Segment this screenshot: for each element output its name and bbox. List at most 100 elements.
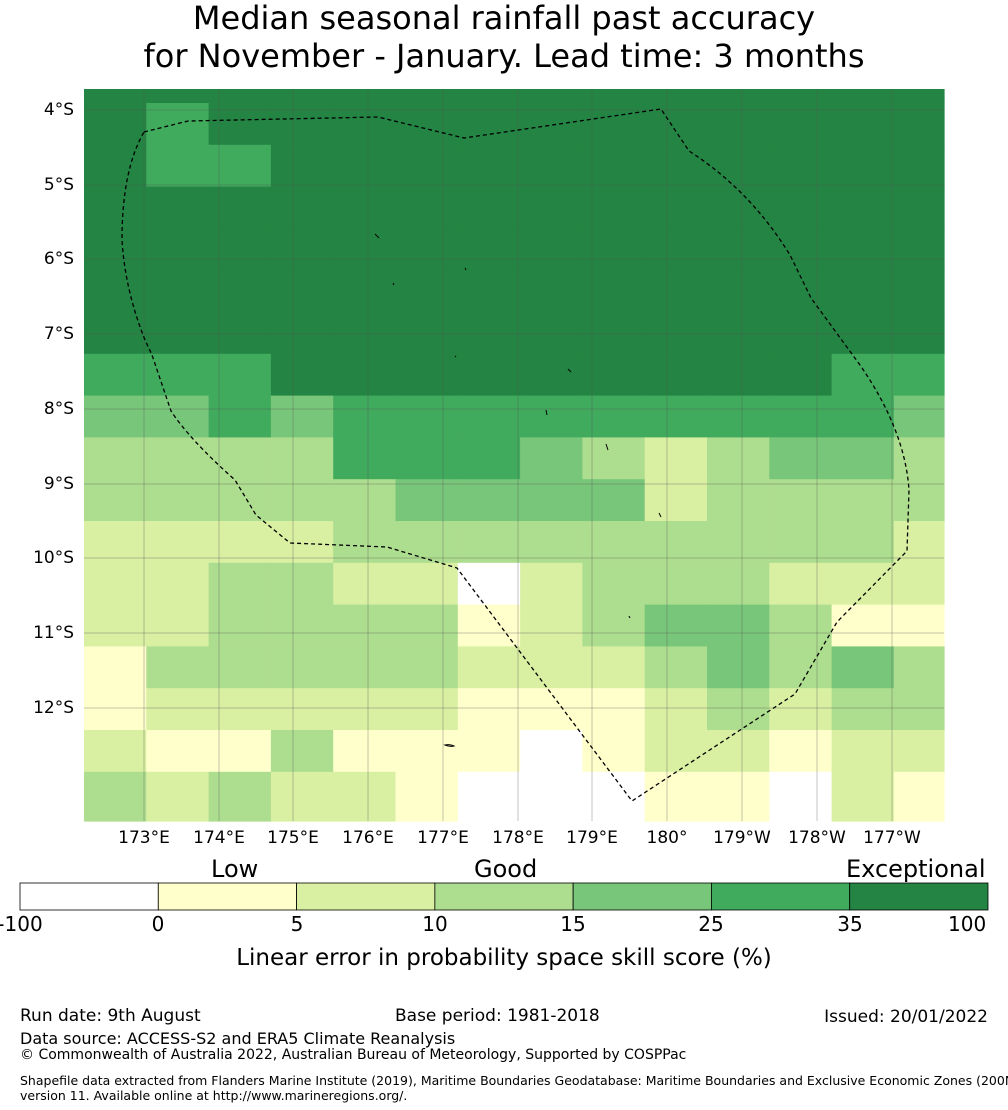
- grid-cell: [769, 395, 833, 438]
- grid-cell: [831, 562, 895, 606]
- grid-cell: [831, 103, 895, 146]
- grid-cell: [520, 228, 583, 271]
- grid-cell: [208, 312, 272, 355]
- grid-cell: [893, 228, 945, 271]
- colorbar-tick-label: 10: [422, 912, 448, 936]
- grid-cell: [333, 270, 397, 313]
- grid-cell: [893, 353, 945, 397]
- grid-cell: [208, 604, 272, 647]
- grid-cell: [395, 312, 459, 355]
- copyright-notice: © Commonwealth of Australia 2022, Austra…: [20, 1047, 687, 1063]
- grid-cell: [333, 646, 397, 689]
- grid-cell: [84, 395, 147, 438]
- run-date: Run date: 9th August: [20, 1006, 201, 1026]
- grid-cell: [270, 646, 334, 689]
- grid-cell: [333, 89, 397, 104]
- grid-cell: [208, 353, 272, 397]
- grid-cell: [707, 521, 770, 564]
- colorbar-tick-label: -100: [0, 912, 43, 936]
- grid-cell: [644, 437, 708, 480]
- grid-cell: [831, 437, 895, 480]
- grid-cell: [831, 688, 895, 731]
- legend-category-low: Low: [211, 855, 259, 883]
- grid-cell: [457, 270, 521, 313]
- grid-cell: [520, 562, 583, 606]
- grid-cell: [333, 395, 397, 438]
- colorbar-tick-label: 5: [290, 912, 304, 936]
- grid-cell: [208, 228, 272, 271]
- grid-cell: [831, 186, 895, 229]
- grid-cell: [769, 604, 833, 647]
- latitude-label: 5°S: [43, 175, 74, 195]
- island: [392, 282, 395, 286]
- grid-cell: [457, 730, 521, 773]
- colorbar-tick-label: 35: [837, 912, 863, 936]
- grid-cell: [84, 604, 147, 647]
- colorbar-segment: [572, 882, 712, 911]
- grid-cell: [831, 353, 895, 397]
- grid-cell: [146, 479, 210, 522]
- grid-cell: [893, 479, 945, 522]
- grid-cell: [893, 270, 945, 313]
- latitude-label: 11°S: [33, 623, 74, 643]
- longitude-label: 176°E: [342, 828, 394, 848]
- grid-cell: [707, 646, 770, 689]
- grid-cell: [893, 521, 945, 564]
- longitude-label: 179°E: [566, 828, 618, 848]
- grid-cell: [582, 730, 646, 773]
- grid-cell: [457, 144, 521, 188]
- colorbar-segment: [19, 882, 159, 911]
- grid-cell: [457, 103, 521, 146]
- grid-cell: [457, 771, 521, 822]
- eez-boundary-line: [121, 108, 910, 802]
- latitude-label: 10°S: [33, 548, 74, 568]
- grid-cell: [270, 562, 334, 606]
- grid-cell: [644, 228, 708, 271]
- grid-cell: [520, 479, 583, 522]
- grid-cell: [208, 437, 272, 480]
- grid-cell: [769, 688, 833, 731]
- grid-cell: [644, 646, 708, 689]
- colorbar-segment: [849, 882, 989, 911]
- grid-cell: [146, 103, 210, 146]
- grid-cell: [769, 521, 833, 564]
- grid-cell: [893, 186, 945, 229]
- grid-cell: [457, 89, 521, 104]
- island: [605, 443, 609, 451]
- latitude-label: 12°S: [33, 698, 74, 718]
- grid-cell: [84, 437, 147, 480]
- island: [628, 615, 631, 619]
- grid-cell: [146, 228, 210, 271]
- grid-cell: [84, 89, 147, 104]
- grid-cell: [395, 730, 459, 773]
- grid-cell: [520, 604, 583, 647]
- colorbar-title: Linear error in probability space skill …: [236, 945, 772, 971]
- grid-cell: [582, 479, 646, 522]
- grid-cell: [457, 186, 521, 229]
- grid-cell: [769, 312, 833, 355]
- grid-cell: [707, 688, 770, 731]
- grid-cell: [769, 730, 833, 773]
- grid-cell: [893, 771, 945, 822]
- grid-cell: [84, 771, 147, 822]
- grid-cell: [582, 312, 646, 355]
- island: [545, 409, 548, 416]
- grid-cell: [520, 730, 583, 773]
- grid-cell: [146, 144, 210, 188]
- grid-cell: [520, 646, 583, 689]
- grid-cell: [333, 479, 397, 522]
- grid-cell: [270, 771, 334, 822]
- island: [443, 744, 456, 747]
- grid-cell: [457, 312, 521, 355]
- grid-cell: [893, 437, 945, 480]
- latitude-label: 9°S: [43, 474, 74, 494]
- grid-cell: [146, 604, 210, 647]
- legend-category-exceptional: Exceptional: [846, 855, 986, 883]
- longitude-label: 180°: [646, 828, 688, 848]
- grid-cell: [395, 228, 459, 271]
- colorbar-segment: [296, 882, 436, 911]
- grid-cell: [270, 353, 334, 397]
- grid-cell: [395, 89, 459, 104]
- longitude-label: 174°E: [193, 828, 245, 848]
- grid-cell: [84, 646, 147, 689]
